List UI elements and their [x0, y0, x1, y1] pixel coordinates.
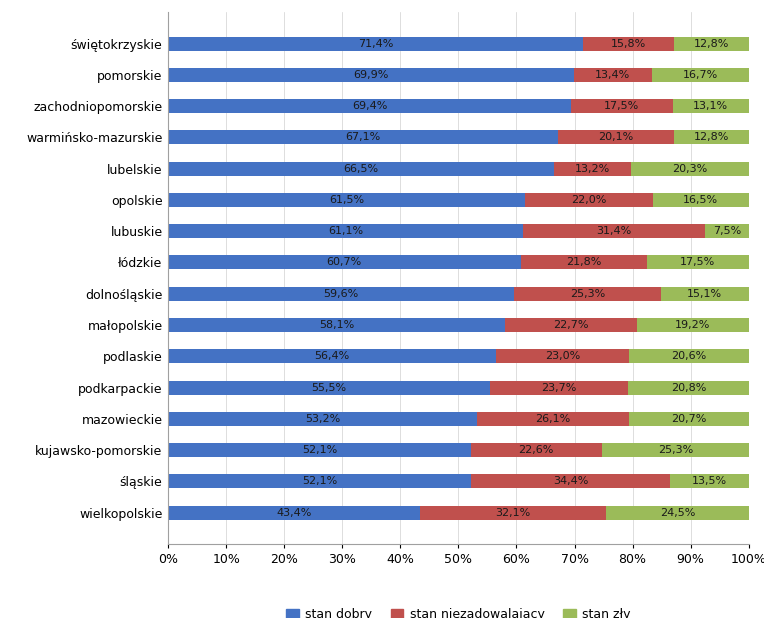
Text: 59,6%: 59,6%: [323, 289, 359, 298]
Bar: [168, 475, 471, 488]
Bar: [637, 318, 749, 332]
Text: 19,2%: 19,2%: [675, 320, 711, 330]
Bar: [506, 318, 637, 332]
Bar: [525, 193, 653, 207]
Bar: [420, 506, 607, 520]
Bar: [661, 287, 749, 301]
Text: 34,4%: 34,4%: [553, 476, 588, 486]
Bar: [168, 381, 490, 394]
Bar: [168, 255, 520, 269]
Text: 23,7%: 23,7%: [542, 383, 577, 392]
Text: 53,2%: 53,2%: [305, 414, 340, 424]
Bar: [652, 68, 749, 82]
Bar: [471, 443, 602, 457]
Text: 26,1%: 26,1%: [535, 414, 571, 424]
Text: 60,7%: 60,7%: [327, 258, 362, 268]
Text: 13,1%: 13,1%: [693, 101, 728, 111]
Text: 52,1%: 52,1%: [302, 476, 337, 486]
Text: 13,5%: 13,5%: [692, 476, 727, 486]
Bar: [629, 412, 749, 426]
Text: 20,1%: 20,1%: [598, 132, 633, 142]
Text: 20,8%: 20,8%: [671, 383, 706, 392]
Text: 22,0%: 22,0%: [571, 195, 607, 205]
Bar: [514, 287, 661, 301]
Bar: [705, 224, 749, 238]
Bar: [168, 36, 583, 51]
Bar: [631, 162, 749, 176]
Bar: [607, 506, 749, 520]
Text: 55,5%: 55,5%: [312, 383, 347, 392]
Text: 25,3%: 25,3%: [658, 445, 693, 455]
Bar: [602, 443, 749, 457]
Text: 61,1%: 61,1%: [328, 226, 363, 236]
Bar: [490, 381, 628, 394]
Bar: [672, 99, 749, 113]
Text: 25,3%: 25,3%: [570, 289, 605, 298]
Bar: [168, 412, 477, 426]
Bar: [168, 162, 554, 176]
Bar: [675, 130, 749, 145]
Text: 32,1%: 32,1%: [496, 507, 531, 518]
Bar: [168, 443, 471, 457]
Text: 13,2%: 13,2%: [575, 164, 610, 174]
Bar: [471, 475, 670, 488]
Text: 16,5%: 16,5%: [683, 195, 718, 205]
Bar: [520, 255, 647, 269]
Bar: [168, 130, 558, 145]
Text: 15,8%: 15,8%: [611, 38, 646, 49]
Text: 12,8%: 12,8%: [694, 38, 730, 49]
Text: 31,4%: 31,4%: [597, 226, 632, 236]
Text: 43,4%: 43,4%: [277, 507, 312, 518]
Bar: [168, 193, 525, 207]
Text: 52,1%: 52,1%: [302, 445, 337, 455]
Text: 17,5%: 17,5%: [680, 258, 716, 268]
Bar: [629, 349, 749, 363]
Bar: [574, 68, 652, 82]
Text: 17,5%: 17,5%: [604, 101, 639, 111]
Bar: [670, 475, 749, 488]
Text: 13,4%: 13,4%: [595, 70, 630, 80]
Bar: [523, 224, 705, 238]
Text: 20,7%: 20,7%: [671, 414, 706, 424]
Text: 58,1%: 58,1%: [319, 320, 354, 330]
Bar: [675, 36, 749, 51]
Bar: [168, 99, 571, 113]
Bar: [558, 130, 675, 145]
Bar: [571, 99, 672, 113]
Bar: [647, 255, 749, 269]
Text: 12,8%: 12,8%: [694, 132, 730, 142]
Text: 7,5%: 7,5%: [713, 226, 741, 236]
Text: 69,4%: 69,4%: [352, 101, 387, 111]
Text: 22,6%: 22,6%: [519, 445, 554, 455]
Text: 15,1%: 15,1%: [688, 289, 723, 298]
Text: 20,3%: 20,3%: [672, 164, 707, 174]
Bar: [168, 318, 506, 332]
Bar: [554, 162, 631, 176]
Bar: [583, 36, 675, 51]
Text: 16,7%: 16,7%: [682, 70, 718, 80]
Text: 71,4%: 71,4%: [358, 38, 393, 49]
Bar: [168, 506, 420, 520]
Bar: [168, 224, 523, 238]
Bar: [628, 381, 749, 394]
Text: 67,1%: 67,1%: [345, 132, 380, 142]
Bar: [168, 349, 496, 363]
Text: 69,9%: 69,9%: [353, 70, 389, 80]
Bar: [477, 412, 629, 426]
Bar: [653, 193, 749, 207]
Text: 22,7%: 22,7%: [554, 320, 589, 330]
Text: 21,8%: 21,8%: [566, 258, 601, 268]
Bar: [168, 68, 574, 82]
Text: 56,4%: 56,4%: [314, 351, 349, 362]
Text: 23,0%: 23,0%: [545, 351, 580, 362]
Text: 20,6%: 20,6%: [672, 351, 707, 362]
Text: 66,5%: 66,5%: [344, 164, 379, 174]
Text: 61,5%: 61,5%: [329, 195, 364, 205]
Text: 24,5%: 24,5%: [660, 507, 695, 518]
Legend: stan dobry, stan niezadowalający, stan zły: stan dobry, stan niezadowalający, stan z…: [281, 603, 636, 618]
Bar: [168, 287, 514, 301]
Bar: [496, 349, 629, 363]
